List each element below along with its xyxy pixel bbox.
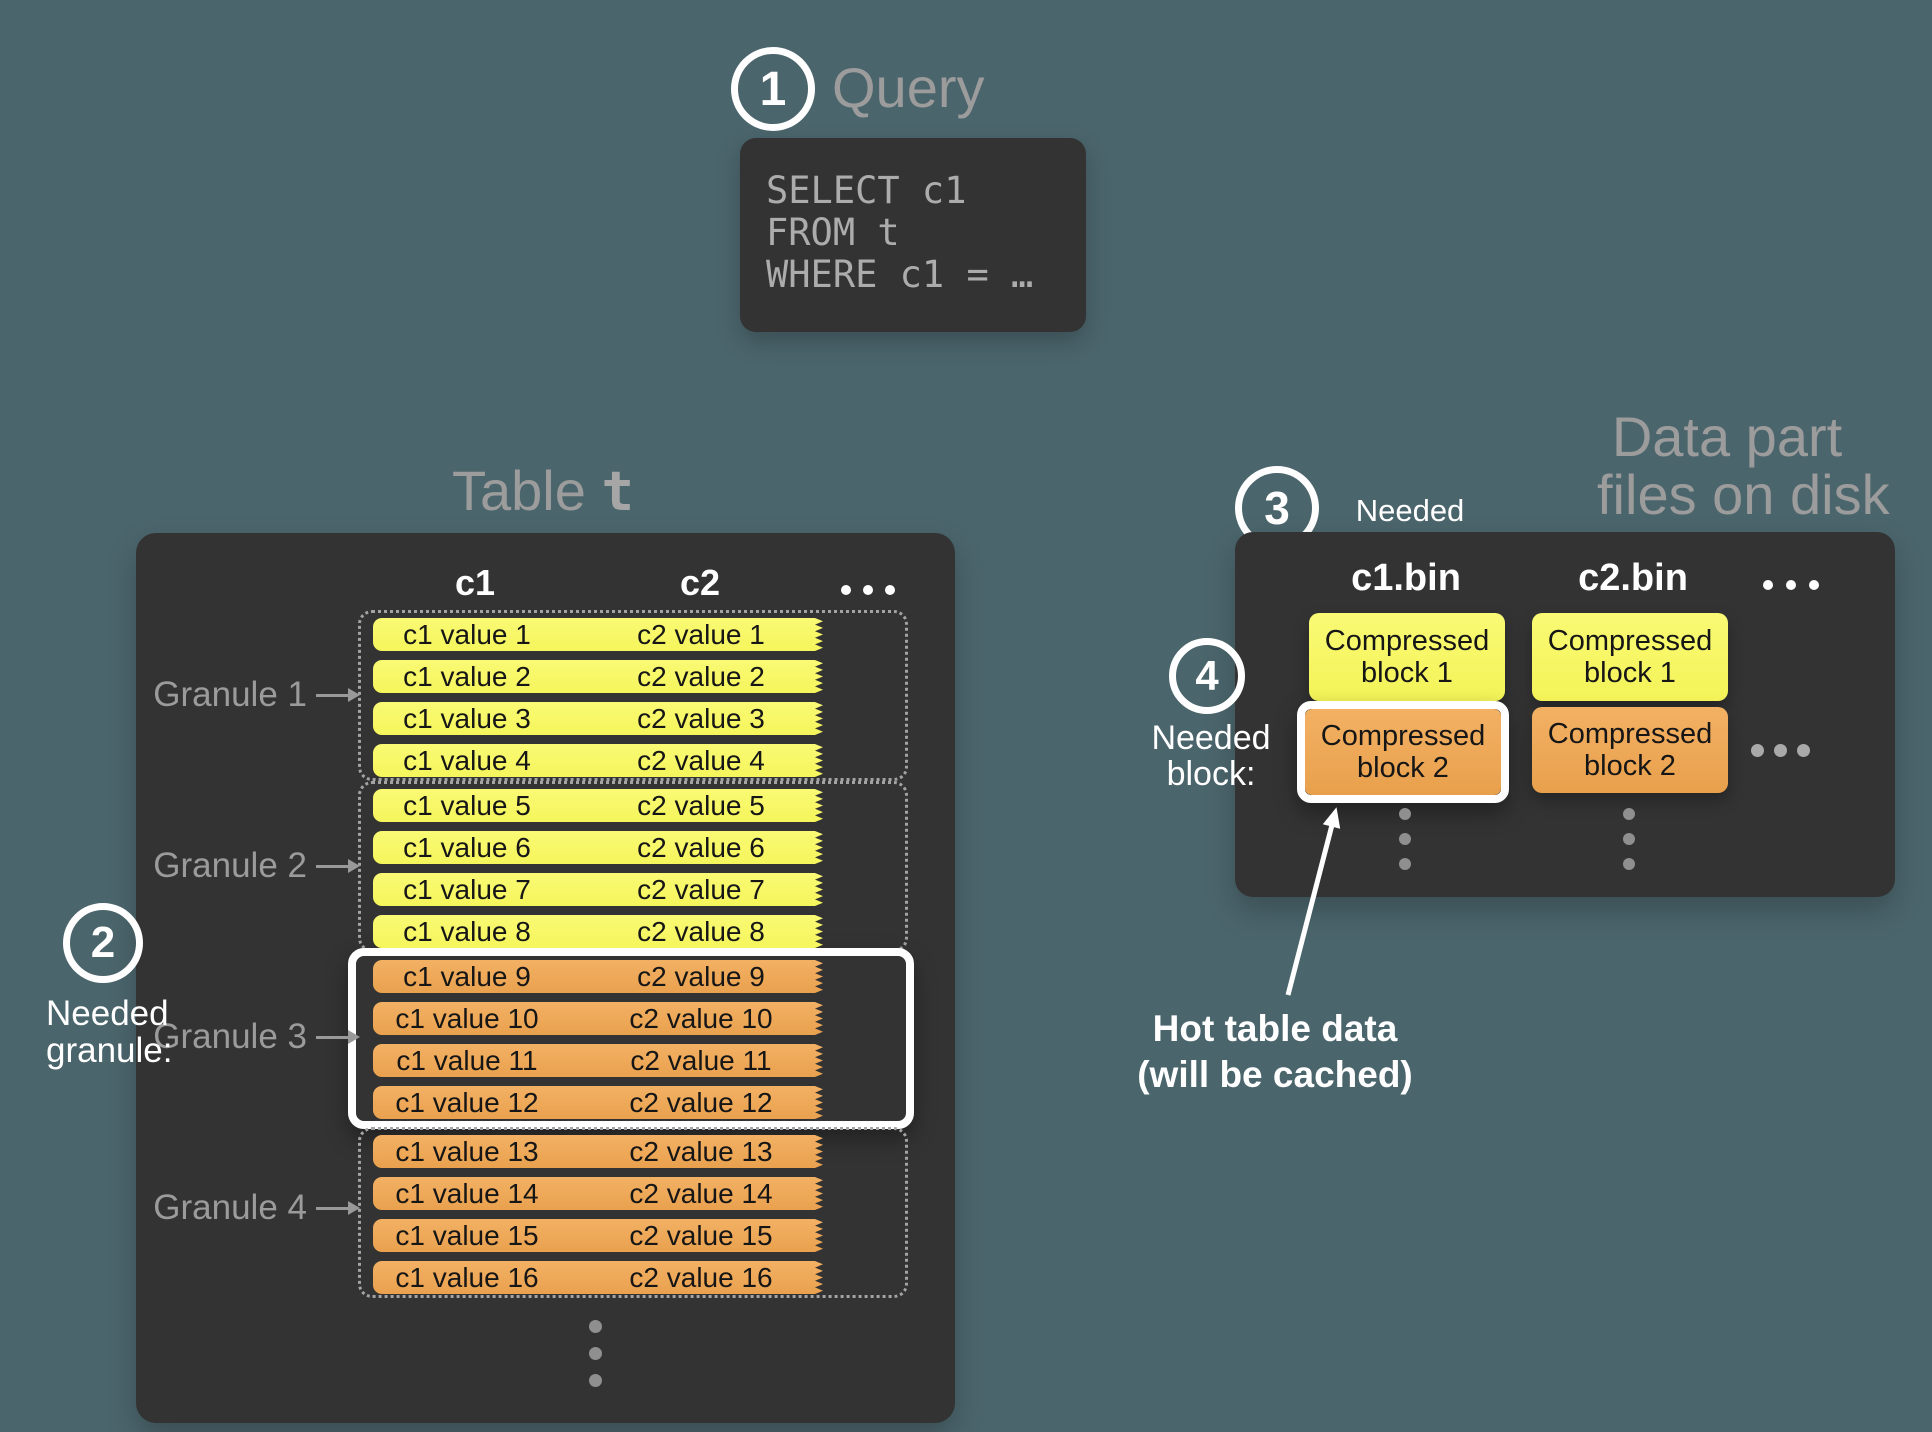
c1bin-compressed-block-1: Compressed block 1 bbox=[1309, 613, 1505, 701]
table-row: c1 value 8 c2 value 8 bbox=[373, 915, 823, 948]
table-row: c1 value 13 c2 value 13 bbox=[373, 1135, 823, 1168]
needed-block-label-line2: block: bbox=[1166, 755, 1256, 793]
hot-data-caption-line2: (will be cached) bbox=[1137, 1054, 1413, 1095]
granule-2-arrow-icon bbox=[316, 859, 360, 873]
step-2-badge: 2 bbox=[63, 903, 143, 983]
table-row-needed: c1 value 11 c2 value 11 bbox=[373, 1044, 823, 1077]
table-row: c1 value 14 c2 value 14 bbox=[373, 1177, 823, 1210]
granule-2-label: Granule 2 bbox=[153, 846, 307, 885]
table-row: c1 value 16 c2 value 16 bbox=[373, 1261, 823, 1294]
table-row-needed: c1 value 12 c2 value 12 bbox=[373, 1086, 823, 1119]
table-row: c1 value 3 c2 value 3 bbox=[373, 702, 823, 735]
table-row: c1 value 1 c2 value 1 bbox=[373, 618, 823, 651]
granule-4-arrow-icon bbox=[316, 1201, 360, 1215]
granule-1-arrow-icon bbox=[316, 688, 360, 702]
file-header-c2bin: c2.bin bbox=[1578, 557, 1688, 599]
step-1-number: 1 bbox=[759, 62, 787, 116]
table-column-header-c1: c1 bbox=[454, 562, 496, 603]
needed-block-highlight-border: Compressed block 2 bbox=[1297, 701, 1509, 803]
table-row: c1 value 15 c2 value 15 bbox=[373, 1219, 823, 1252]
table-title-text: Table bbox=[452, 459, 586, 522]
granule-3-label: Granule 3 bbox=[153, 1017, 307, 1056]
more-rows-ellipsis-icon bbox=[589, 1320, 602, 1387]
disk-title: Data part files on disk bbox=[1597, 405, 1890, 526]
table-row: c1 value 2 c2 value 2 bbox=[373, 660, 823, 693]
table-row: c1 value 6 c2 value 6 bbox=[373, 831, 823, 864]
c1bin-compressed-block-2: Compressed block 2 bbox=[1305, 709, 1501, 795]
table-row-needed: c1 value 10 c2 value 10 bbox=[373, 1002, 823, 1035]
query-code-box: SELECT c1 FROM t WHERE c1 = … bbox=[740, 138, 1086, 332]
needed-column-file-label-line1: Needed bbox=[1355, 493, 1465, 528]
code-line-where: WHERE c1 = … bbox=[766, 253, 1034, 296]
code-line-from: FROM t bbox=[766, 211, 900, 254]
c2bin-more-blocks-ellipsis-icon bbox=[1623, 808, 1635, 870]
needed-granule-label-line2: granule: bbox=[46, 1031, 173, 1070]
table-row: c1 value 7 c2 value 7 bbox=[373, 873, 823, 906]
c2bin-compressed-block-1: Compressed block 1 bbox=[1532, 613, 1728, 701]
granule-1-label: Granule 1 bbox=[153, 675, 307, 714]
hot-data-arrow-icon bbox=[1285, 807, 1341, 996]
table-title: Table t bbox=[452, 462, 634, 521]
table-row-needed: c1 value 9 c2 value 9 bbox=[373, 960, 823, 993]
step-3-number: 3 bbox=[1264, 482, 1290, 534]
table-title-code: t bbox=[601, 460, 634, 523]
more-files-ellipsis-icon bbox=[1763, 580, 1819, 590]
step-2-number: 2 bbox=[90, 918, 116, 967]
granule-4-label: Granule 4 bbox=[153, 1188, 307, 1227]
code-line-select: SELECT c1 bbox=[766, 169, 967, 212]
file-header-c1bin: c1.bin bbox=[1351, 557, 1461, 599]
c1bin-more-blocks-ellipsis-icon bbox=[1399, 808, 1411, 870]
needed-block-label-line1: Needed bbox=[1151, 719, 1271, 757]
step-4-badge: 4 bbox=[1169, 638, 1245, 714]
more-blocks-ellipsis-icon bbox=[1751, 744, 1810, 757]
c2bin-compressed-block-2: Compressed block 2 bbox=[1532, 707, 1728, 793]
granule-3-arrow-icon bbox=[316, 1030, 360, 1044]
hot-data-caption-line1: Hot table data bbox=[1152, 1008, 1398, 1049]
table-row: c1 value 4 c2 value 4 bbox=[373, 744, 823, 777]
step-1-badge: 1 bbox=[731, 47, 815, 131]
query-title: Query bbox=[832, 56, 985, 119]
disk-title-line2: files on disk bbox=[1597, 463, 1890, 526]
more-columns-ellipsis-icon bbox=[841, 585, 895, 595]
step-4-number: 4 bbox=[1195, 652, 1219, 699]
disk-title-line1: Data part bbox=[1611, 405, 1843, 468]
table-row: c1 value 5 c2 value 5 bbox=[373, 789, 823, 822]
needed-granule-label-line1: Needed bbox=[46, 994, 169, 1033]
table-column-header-c2: c2 bbox=[679, 562, 721, 603]
